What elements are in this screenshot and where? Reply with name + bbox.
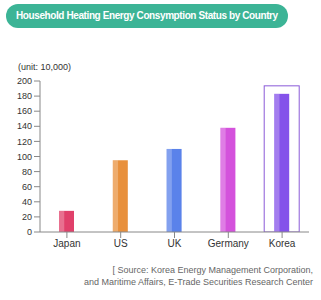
svg-text:160: 160 — [17, 106, 32, 116]
html-text:and Maritime Affairs, E-Trade: and Maritime Affairs, E-Trade Securities… — [83, 277, 313, 287]
svg-text:0: 0 — [27, 227, 32, 237]
svg-text:Korea: Korea — [269, 238, 296, 249]
svg-text:180: 180 — [17, 91, 32, 101]
svg-text:UK: UK — [168, 238, 182, 249]
html-text:(unit: 10,000): (unit: 10,000) — [18, 62, 71, 72]
svg-text:100: 100 — [17, 152, 32, 162]
svg-text:120: 120 — [17, 137, 32, 147]
html-text:Household Heating Energy Consy: Household Heating Energy Consymption Sta… — [16, 10, 278, 21]
svg-text:US: US — [114, 238, 128, 249]
svg-text:60: 60 — [22, 182, 32, 192]
svg-text:200: 200 — [17, 76, 32, 86]
svg-text:40: 40 — [22, 197, 32, 207]
svg-text:20: 20 — [22, 212, 32, 222]
svg-text:140: 140 — [17, 121, 32, 131]
svg-text:80: 80 — [22, 167, 32, 177]
svg-text:Germany: Germany — [208, 238, 249, 249]
html-text:[ Source: Korea Energy Managem: [ Source: Korea Energy Management Corpor… — [112, 265, 313, 275]
svg-text:Japan: Japan — [53, 238, 80, 249]
